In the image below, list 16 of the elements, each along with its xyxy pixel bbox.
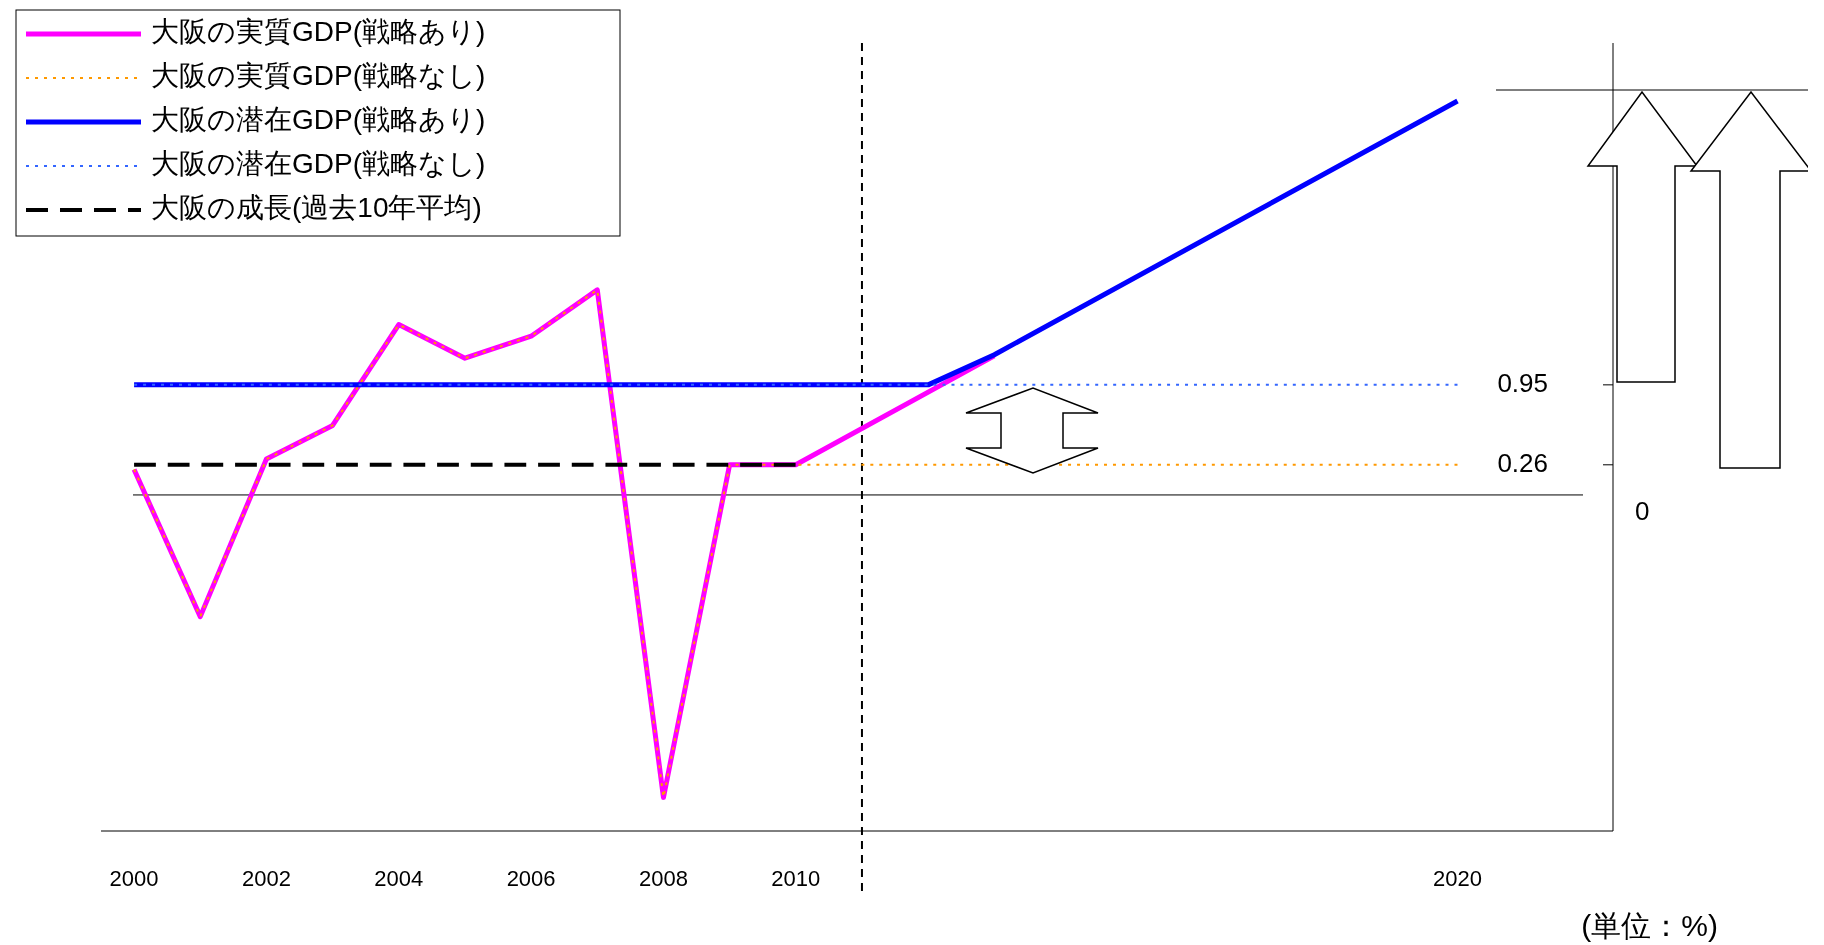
x-tick-label: 2000 (109, 866, 159, 891)
x-tick-label: 2006 (506, 866, 556, 891)
legend-label: 大阪の潜在GDP(戦略なし) (151, 148, 486, 180)
ref-line-label: 0 (1635, 496, 1650, 527)
legend-label: 大阪の実質GDP(戦略あり) (151, 16, 486, 48)
x-tick-label: 2004 (374, 866, 424, 891)
y-tick-label: 0.26 (1497, 447, 1548, 478)
x-tick-label: 2002 (241, 866, 291, 891)
y-tick-label: 0.95 (1497, 367, 1548, 398)
x-tick-label: 2020 (1433, 866, 1482, 891)
legend-label: 大阪の実質GDP(戦略なし) (151, 60, 486, 92)
x-tick-label: 2008 (638, 866, 688, 891)
legend-label: 大阪の潜在GDP(戦略あり) (151, 104, 486, 136)
text: (単位：%) (1581, 909, 1718, 942)
legend-label: 大阪の成長(過去10年平均) (151, 192, 482, 224)
x-tick-label: 2010 (771, 866, 821, 891)
